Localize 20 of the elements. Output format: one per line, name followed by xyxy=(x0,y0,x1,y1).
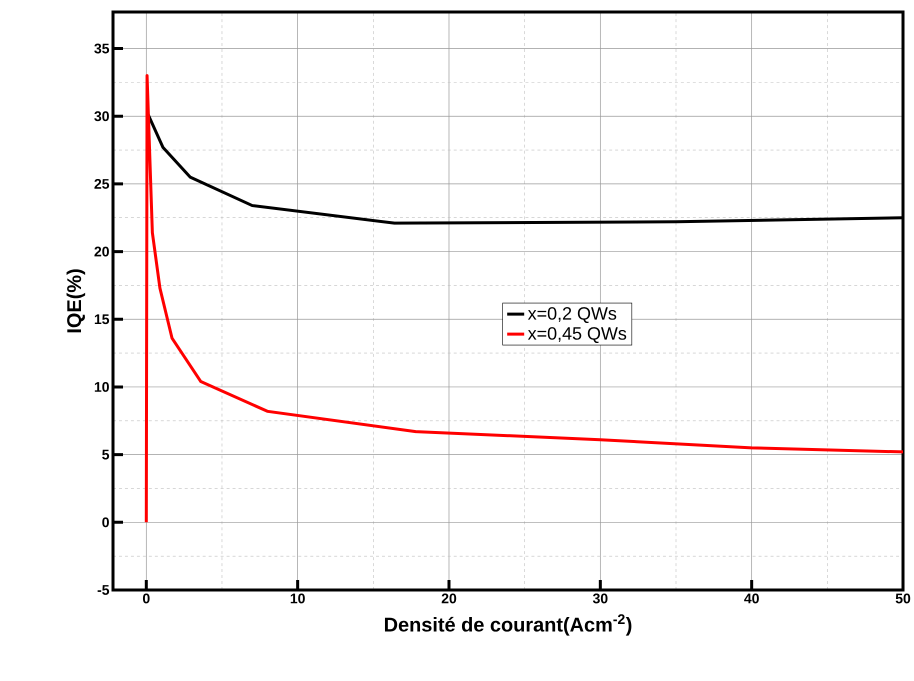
x-tick-label: 10 xyxy=(290,593,305,604)
y-tick-label: 25 xyxy=(94,178,110,189)
y-tick-label: 0 xyxy=(102,517,109,528)
y-tick-label: 15 xyxy=(94,314,110,324)
y-tick-label: -5 xyxy=(98,585,110,595)
line-series xyxy=(144,74,904,524)
x-axis-title: Densité de courant(Acm$^{-2}$) xyxy=(384,614,632,636)
y-tick-label: 5 xyxy=(102,450,110,460)
x-tick-label: 0 xyxy=(142,593,150,604)
legend-label: x=0,2 QWs xyxy=(528,307,616,324)
x-tick-label: 50 xyxy=(896,593,910,604)
y-tick-label: 35 xyxy=(94,44,110,54)
x-tick-label: 30 xyxy=(592,593,608,604)
x-tick-label: 20 xyxy=(442,593,456,604)
legend-label: x=0,45 QWs xyxy=(528,327,626,344)
x-tick-label: 40 xyxy=(744,593,759,604)
y-tick-label: 10 xyxy=(94,382,109,392)
y-tick-label: 30 xyxy=(94,111,109,122)
y-tick-label: 20 xyxy=(94,246,109,257)
y-axis-title: IQE(%) xyxy=(66,269,86,332)
